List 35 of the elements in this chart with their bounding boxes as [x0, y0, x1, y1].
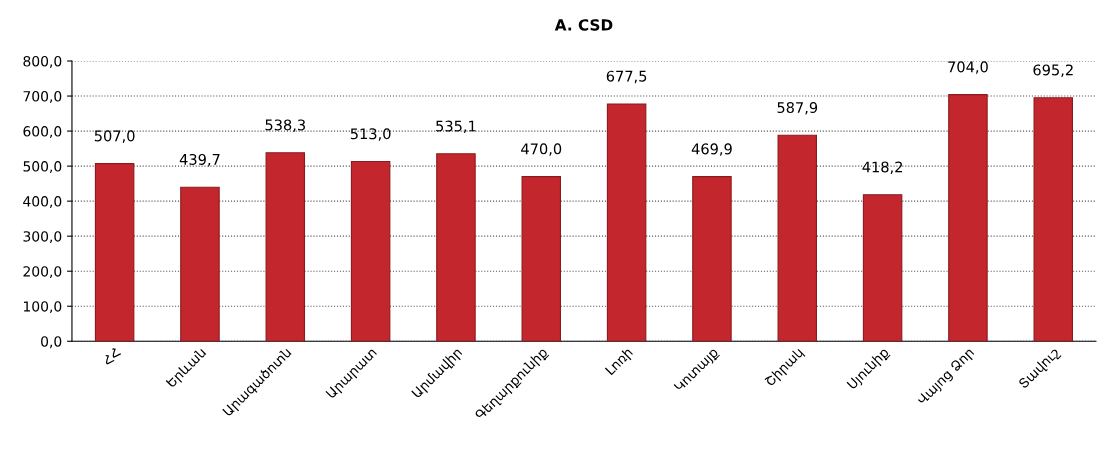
- data-label: 470,0: [521, 143, 562, 156]
- bar: [1033, 97, 1074, 342]
- data-label: 439,7: [179, 153, 220, 167]
- bar: [350, 161, 391, 342]
- bar: [948, 94, 988, 342]
- y-tick-label: 0,0: [41, 336, 62, 349]
- data-label: 538,3: [265, 119, 305, 132]
- bar: [521, 176, 562, 342]
- chart-title: A. CSD: [554, 19, 613, 31]
- bar: [180, 186, 220, 342]
- data-label: 418,2: [862, 161, 903, 174]
- bar: [436, 153, 476, 342]
- y-tick-label: 300,0: [23, 231, 62, 244]
- bar: [606, 103, 647, 342]
- data-label: 507,0: [94, 130, 135, 143]
- bar: [777, 134, 818, 342]
- bar: [94, 163, 135, 342]
- y-tick-label: 200,0: [23, 266, 62, 279]
- data-label: 587,9: [777, 102, 818, 115]
- x-tick-label: ՀՀ: [101, 347, 122, 367]
- y-tick-label: 800,0: [23, 55, 62, 68]
- bar: [265, 152, 306, 342]
- y-tick-label: 400,0: [23, 196, 62, 209]
- data-label: 469,9: [691, 143, 732, 156]
- data-label: 513,0: [350, 128, 391, 141]
- data-label: 704,0: [948, 61, 988, 74]
- y-tick-label: 700,0: [23, 91, 62, 103]
- y-tick-label: 100,0: [24, 301, 62, 314]
- data-label: 695,2: [1033, 64, 1073, 77]
- data-label: 677,5: [606, 70, 647, 84]
- y-tick-label: 600,0: [23, 126, 62, 138]
- data-label: 535,1: [436, 120, 476, 134]
- bar: [862, 194, 903, 342]
- bar: [692, 176, 732, 342]
- y-tick-label: 500,0: [23, 161, 62, 173]
